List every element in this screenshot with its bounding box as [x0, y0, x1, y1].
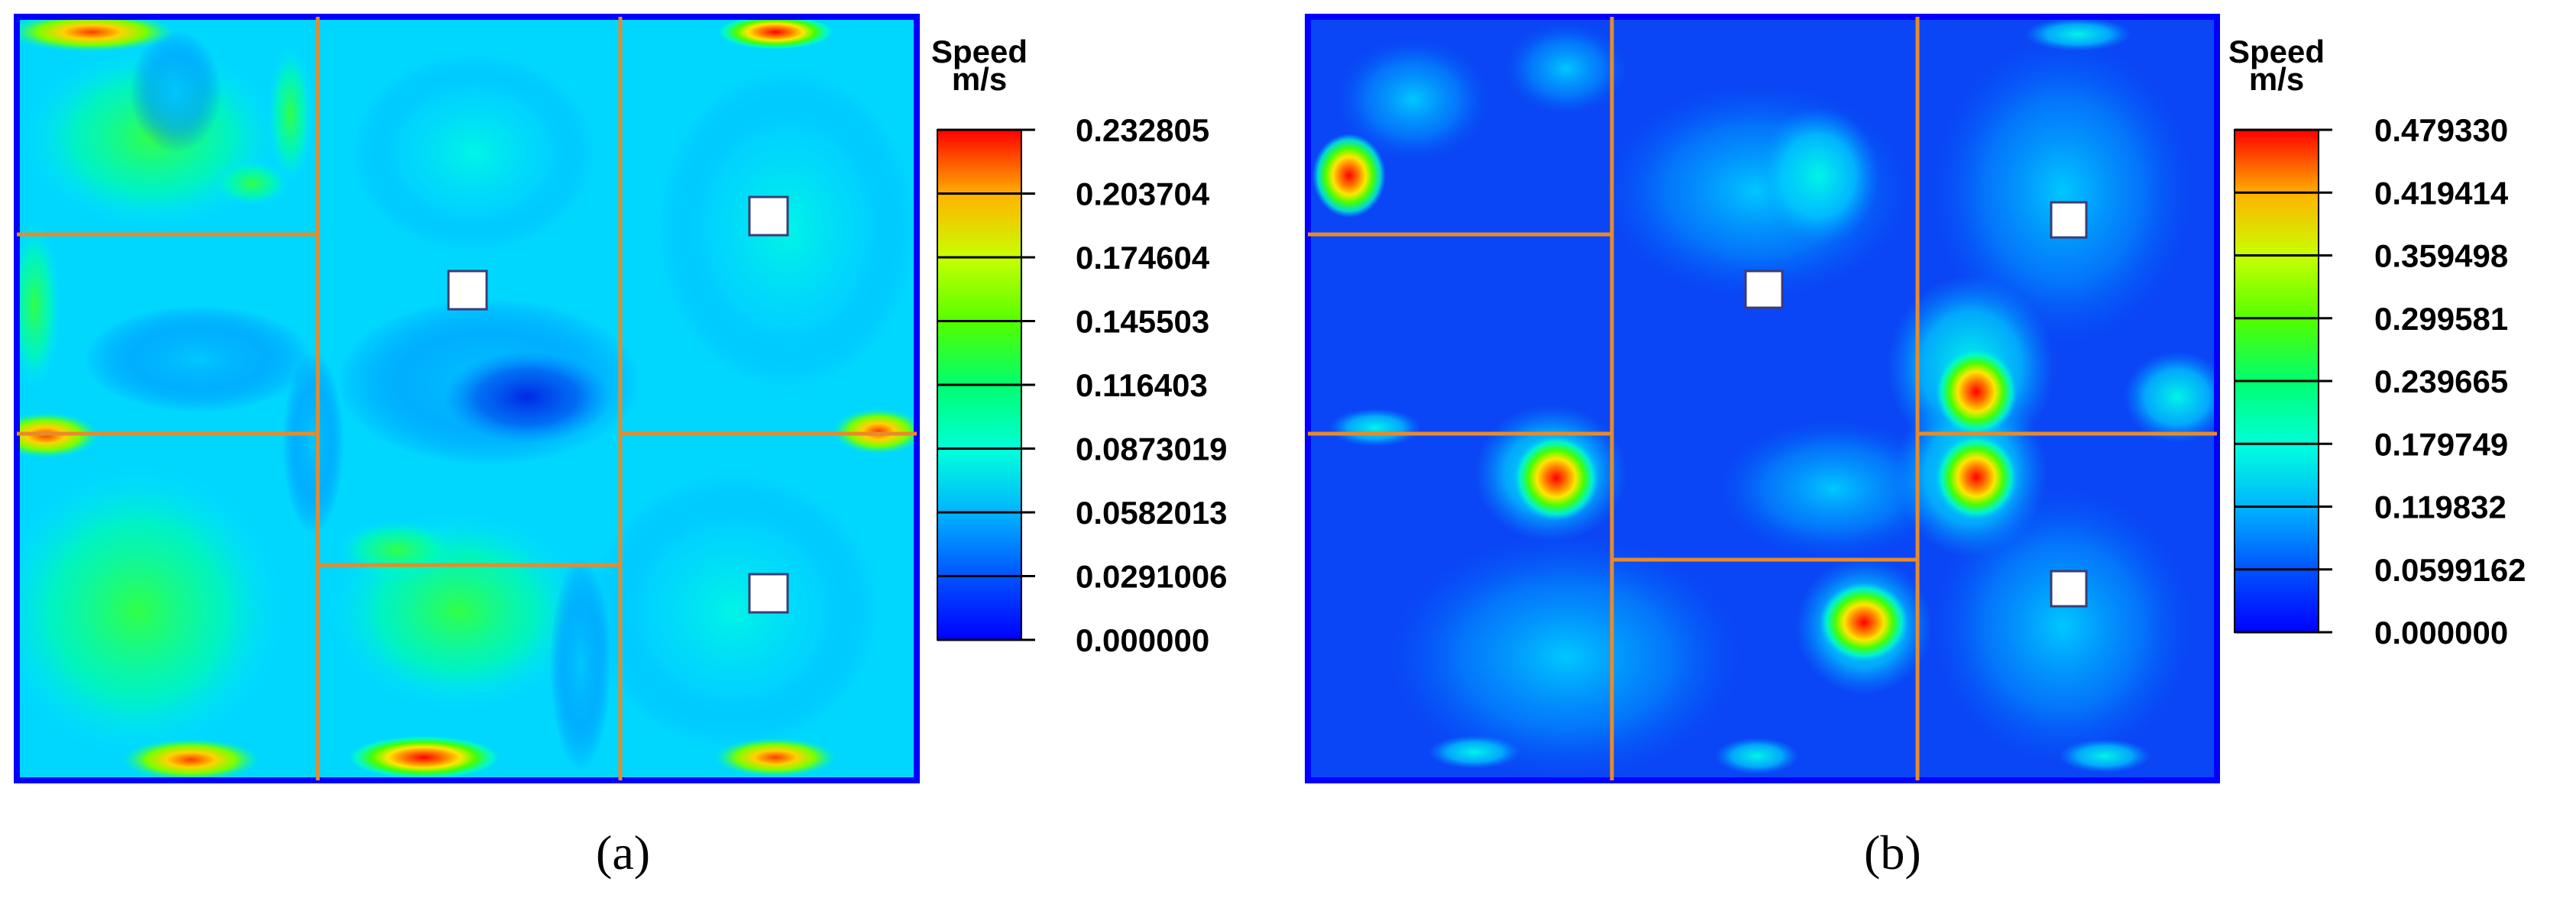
contour-field-b — [1308, 17, 2217, 780]
colorbar-tick-label: 0.299581 — [2374, 301, 2508, 337]
colorbar-tick-label: 0.000000 — [1076, 622, 1209, 658]
obstacles-b — [1744, 201, 2088, 608]
colorbar-tick-label: 0.359498 — [2374, 238, 2508, 274]
colorbar-tick-label: 0.479330 — [2374, 112, 2508, 148]
obstacle-block — [1744, 270, 1784, 309]
colorbar-tick-label: 0.174604 — [1076, 240, 1210, 276]
obstacle-block — [447, 270, 488, 311]
colorbar-ticks-a: 0.232805 0.203704 0.174604 0.145503 0.116403… — [937, 112, 1228, 658]
plot-frame-b — [1305, 14, 2220, 783]
legend-title-b-speed: Speed — [2228, 34, 2325, 69]
plot-frame-a — [14, 14, 920, 783]
colorbar-tick-label: 0.119832 — [2374, 489, 2506, 525]
room-walls-a — [17, 17, 917, 780]
obstacle-block — [2050, 201, 2088, 239]
panel-caption-b: (b) — [1864, 825, 1921, 880]
colorbar-tick-label: 0.000000 — [2374, 615, 2508, 651]
colorbar-tick-label: 0.179749 — [2374, 426, 2508, 462]
colorbar-tick-label: 0.0873019 — [1076, 431, 1228, 467]
colorbar-tick-label: 0.232805 — [1076, 112, 1209, 148]
contour-field-a — [17, 17, 917, 780]
colorbar-tick-label: 0.203704 — [1076, 176, 1210, 212]
legend-title-b-unit: m/s — [2249, 61, 2304, 97]
obstacle-block — [748, 195, 789, 237]
colorbar-tick-label: 0.0599162 — [2374, 552, 2526, 588]
legend-title-a-speed: Speed — [931, 34, 1027, 69]
obstacle-block — [748, 573, 789, 614]
panel-caption-a: (a) — [596, 825, 651, 880]
colorbar-ticks-b: 0.479330 0.419414 0.359498 0.299581 0.239665… — [2235, 112, 2526, 651]
room-walls-b — [1308, 17, 2217, 780]
obstacles-a — [447, 195, 789, 614]
legend-title-a-unit: m/s — [952, 61, 1007, 97]
colorbar-tick-label: 0.419414 — [2374, 175, 2509, 211]
obstacle-block — [2050, 570, 2088, 608]
colorbar-tick-label: 0.145503 — [1076, 304, 1209, 340]
colorbar-tick-label: 0.116403 — [1076, 367, 1208, 403]
colorbar-tick-label: 0.0291006 — [1076, 559, 1228, 595]
colorbar-tick-label: 0.0582013 — [1076, 495, 1228, 531]
colorbar-tick-label: 0.239665 — [2374, 363, 2508, 399]
